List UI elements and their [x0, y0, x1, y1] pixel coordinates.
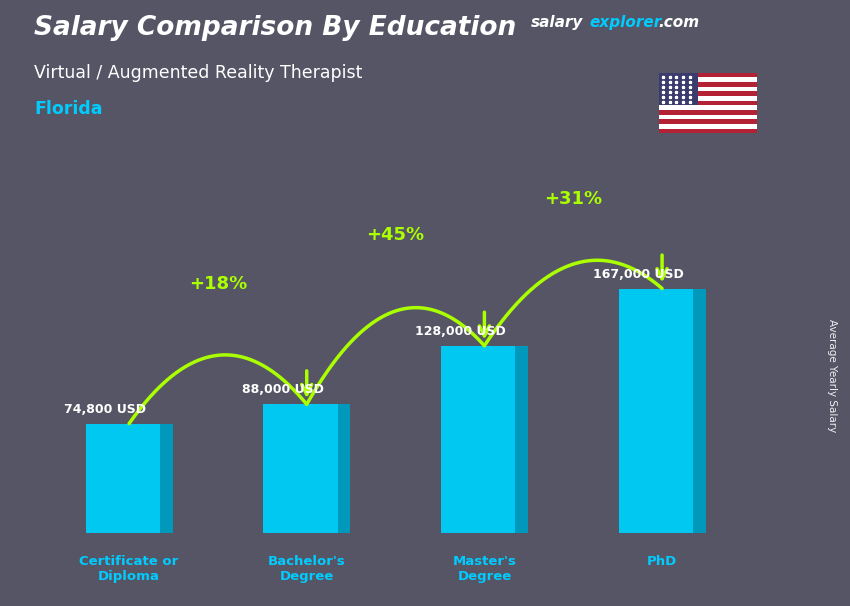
Text: 74,800 USD: 74,800 USD	[64, 403, 146, 416]
Polygon shape	[337, 404, 350, 533]
Bar	[659, 92, 756, 96]
Text: Salary Comparison By Education: Salary Comparison By Education	[34, 15, 516, 41]
Text: explorer: explorer	[589, 15, 661, 30]
Text: salary: salary	[531, 15, 584, 30]
Text: Virtual / Augmented Reality Therapist: Virtual / Augmented Reality Therapist	[34, 64, 362, 82]
Polygon shape	[160, 424, 173, 533]
Text: Average Yearly Salary: Average Yearly Salary	[827, 319, 837, 432]
Bar	[659, 82, 756, 87]
Text: 88,000 USD: 88,000 USD	[241, 384, 324, 396]
Bar	[659, 87, 756, 92]
Bar	[659, 96, 756, 101]
Bar	[659, 119, 756, 124]
Bar	[659, 101, 756, 105]
Bar	[659, 105, 756, 110]
Polygon shape	[693, 288, 706, 533]
Bar	[264, 404, 337, 533]
Bar	[441, 345, 515, 533]
Bar	[659, 73, 756, 78]
Text: 167,000 USD: 167,000 USD	[592, 268, 683, 281]
Bar	[659, 78, 756, 82]
Text: +18%: +18%	[189, 276, 247, 293]
Text: PhD: PhD	[647, 555, 677, 568]
Text: +31%: +31%	[544, 190, 603, 208]
Bar	[86, 424, 160, 533]
Bar	[659, 115, 756, 119]
Bar	[659, 73, 698, 105]
Text: +45%: +45%	[366, 226, 425, 244]
Text: Bachelor's
Degree: Bachelor's Degree	[268, 555, 346, 584]
Text: Master's
Degree: Master's Degree	[452, 555, 516, 584]
Text: .com: .com	[659, 15, 700, 30]
Text: Florida: Florida	[34, 100, 103, 118]
Polygon shape	[515, 345, 528, 533]
Bar	[659, 128, 756, 133]
Bar	[659, 124, 756, 128]
Text: Certificate or
Diploma: Certificate or Diploma	[79, 555, 178, 584]
Text: 128,000 USD: 128,000 USD	[415, 325, 506, 338]
Bar	[619, 288, 693, 533]
Bar	[659, 110, 756, 115]
